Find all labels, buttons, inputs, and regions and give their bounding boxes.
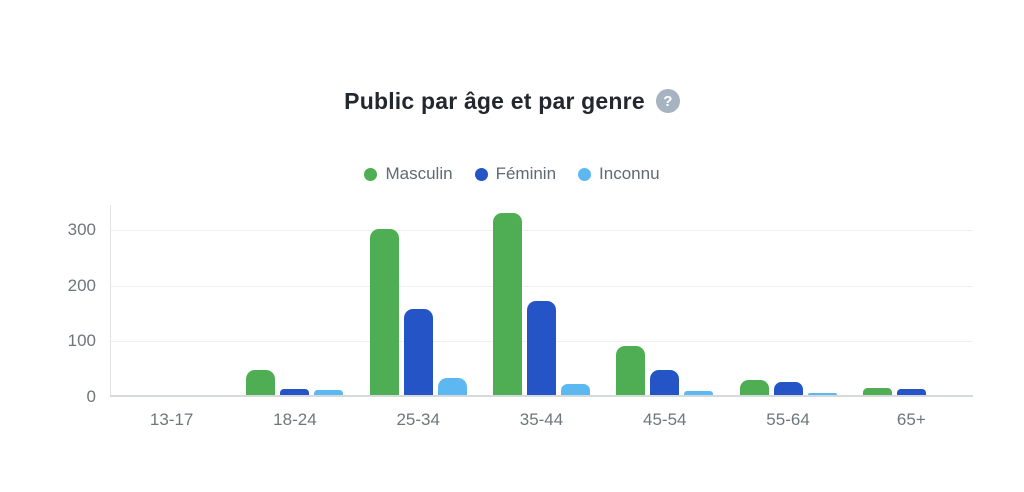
x-tick-label-55-64: 55-64	[766, 410, 810, 429]
y-tick-label: 100	[67, 331, 96, 351]
bar-feminin-65-[interactable]	[896, 389, 926, 397]
legend-swatch-icon	[474, 167, 488, 181]
y-tick-label: 0	[86, 387, 96, 406]
chart-legend: Masculin Féminin Inconnu	[0, 162, 1024, 186]
legend-label: Féminin	[495, 164, 557, 183]
chart-title: Public par âge et par genre	[344, 87, 645, 114]
help-icon[interactable]: ?	[655, 89, 680, 113]
legend-item-inconnu[interactable]: Inconnu	[578, 164, 660, 184]
legend-swatch-icon	[364, 167, 378, 181]
gridline	[110, 286, 973, 287]
bar-group-35-44	[480, 205, 603, 397]
gridline	[110, 230, 973, 231]
y-axis-labels: 0 100 200 300	[0, 205, 96, 406]
bar-masculin-18-24[interactable]	[246, 370, 276, 397]
chart-header: Public par âge et par genre ?	[0, 84, 1024, 118]
x-tick-label-18-24: 18-24	[273, 410, 317, 429]
x-axis-labels: 13-17 18-24 25-34 35-44 45-54 55-64 65+	[110, 410, 973, 430]
legend-label: Masculin	[385, 164, 453, 183]
bar-masculin-65-[interactable]	[862, 388, 892, 397]
bar-group-25-34	[357, 205, 480, 397]
legend-label: Inconnu	[599, 164, 660, 183]
bar-masculin-25-34[interactable]	[369, 229, 399, 397]
x-tick-label-45-54: 45-54	[643, 410, 687, 429]
legend-swatch-icon	[578, 167, 592, 181]
x-tick-label-65-: 65+	[896, 410, 926, 429]
bar-masculin-45-54[interactable]	[616, 346, 646, 397]
bar-feminin-18-24[interactable]	[280, 389, 310, 397]
bar-group-13-17	[110, 205, 233, 397]
bar-feminin-45-54[interactable]	[650, 370, 680, 397]
bar-feminin-25-34[interactable]	[403, 309, 433, 397]
bar-inconnu-35-44[interactable]	[560, 384, 590, 397]
y-tick-label: 200	[67, 275, 96, 295]
x-tick-label-35-44: 35-44	[519, 410, 564, 429]
bar-group-45-54	[603, 205, 726, 397]
bar-group-55-64	[726, 205, 849, 397]
bar-feminin-35-44[interactable]	[526, 301, 556, 397]
bar-feminin-55-64[interactable]	[773, 382, 803, 397]
legend-item-masculin[interactable]: Masculin	[364, 164, 453, 184]
bar-chart-plot	[110, 205, 973, 397]
legend-item-feminin[interactable]: Féminin	[474, 164, 557, 184]
bar-inconnu-45-54[interactable]	[684, 391, 714, 397]
bar-groups	[110, 205, 973, 397]
x-tick-label-13-17: 13-17	[149, 410, 194, 429]
bar-inconnu-25-34[interactable]	[437, 378, 467, 397]
y-tick-label: 300	[67, 220, 96, 240]
x-tick-label-25-34: 25-34	[396, 410, 440, 429]
bar-group-65-	[850, 205, 973, 397]
bar-masculin-55-64[interactable]	[739, 380, 769, 397]
x-axis-baseline	[110, 395, 973, 397]
y-axis-line	[110, 205, 111, 397]
bar-inconnu-18-24[interactable]	[314, 390, 344, 397]
bar-group-18-24	[233, 205, 356, 397]
bar-masculin-35-44[interactable]	[492, 213, 522, 397]
